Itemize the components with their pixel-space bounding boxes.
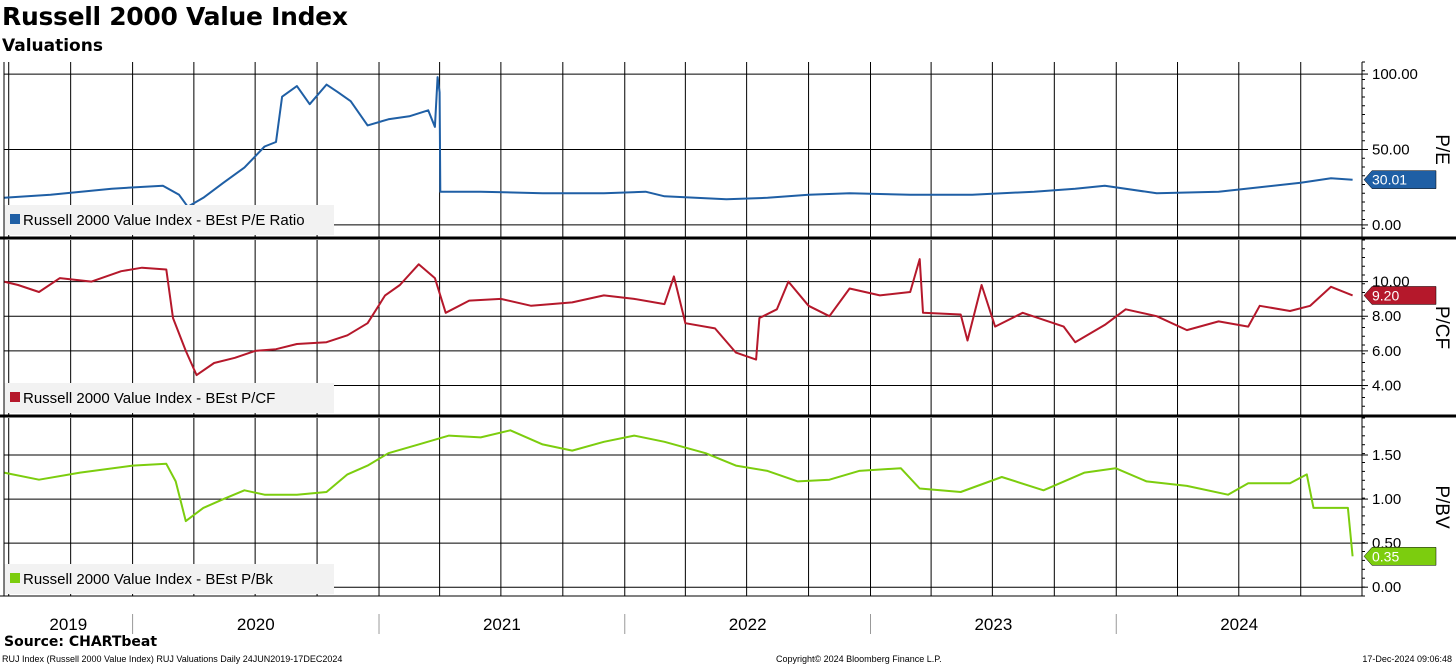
axis-layer: 100.00 50.00 0.00 30.01 Russell 2000 Value I… <box>0 61 1456 634</box>
legend-box <box>4 564 334 594</box>
last-value-label: 30.01 <box>1372 172 1407 188</box>
xtick-label: 2019 <box>49 615 87 634</box>
axis-title: P/CF <box>1431 306 1452 349</box>
ytick-label: 8.00 <box>1372 308 1401 325</box>
last-value-label: 9.20 <box>1372 287 1399 303</box>
legend-swatch <box>10 573 20 583</box>
xtick-label: 2024 <box>1220 615 1258 634</box>
ytick-label: 6.00 <box>1372 343 1401 360</box>
chart-subtitle: Valuations <box>2 36 103 56</box>
ytick-label: 1.00 <box>1372 491 1401 508</box>
series-line <box>3 429 1354 557</box>
ytick-label: 1.50 <box>1372 447 1401 464</box>
series-layer <box>3 76 1354 557</box>
footer-copyright: Copyright© 2024 Bloomberg Finance L.P. <box>776 654 942 664</box>
xtick-label: 2023 <box>974 615 1012 634</box>
ytick-label: 4.00 <box>1372 378 1401 395</box>
axis-title: P/BV <box>1431 485 1452 529</box>
legend-swatch <box>10 214 20 224</box>
series-line <box>3 76 1353 208</box>
source-note: Source: CHARTbeat <box>4 634 158 650</box>
legend-label: Russell 2000 Value Index - BEst P/Bk <box>23 571 273 588</box>
legend-label: Russell 2000 Value Index - BEst P/E Rati… <box>23 212 305 229</box>
xtick-label: 2022 <box>729 615 767 634</box>
legend-box <box>4 205 334 235</box>
legend-box <box>4 383 334 413</box>
footer-description: RUJ Index (Russell 2000 Value Index) RUJ… <box>2 654 343 664</box>
last-value-label: 0.35 <box>1372 548 1399 564</box>
footer-timestamp: 17-Dec-2024 09:06:48 <box>1362 654 1452 664</box>
last-value-flag <box>1363 547 1437 566</box>
series-line <box>3 258 1353 377</box>
last-value-flag <box>1363 170 1437 189</box>
chart-title: Russell 2000 Value Index <box>2 2 348 31</box>
xtick-label: 2021 <box>483 615 521 634</box>
legend-swatch <box>10 392 20 402</box>
axis-title: P/E <box>1431 134 1452 165</box>
ytick-label: 50.00 <box>1372 142 1410 159</box>
grid-layer <box>4 62 1362 596</box>
last-value-flag <box>1363 286 1437 305</box>
ytick-label: 100.00 <box>1372 66 1418 83</box>
xtick-label: 2020 <box>237 615 275 634</box>
ytick-label: 0.00 <box>1372 217 1401 234</box>
ytick-label: 0.00 <box>1372 579 1401 596</box>
legend-label: Russell 2000 Value Index - BEst P/CF <box>23 390 275 407</box>
